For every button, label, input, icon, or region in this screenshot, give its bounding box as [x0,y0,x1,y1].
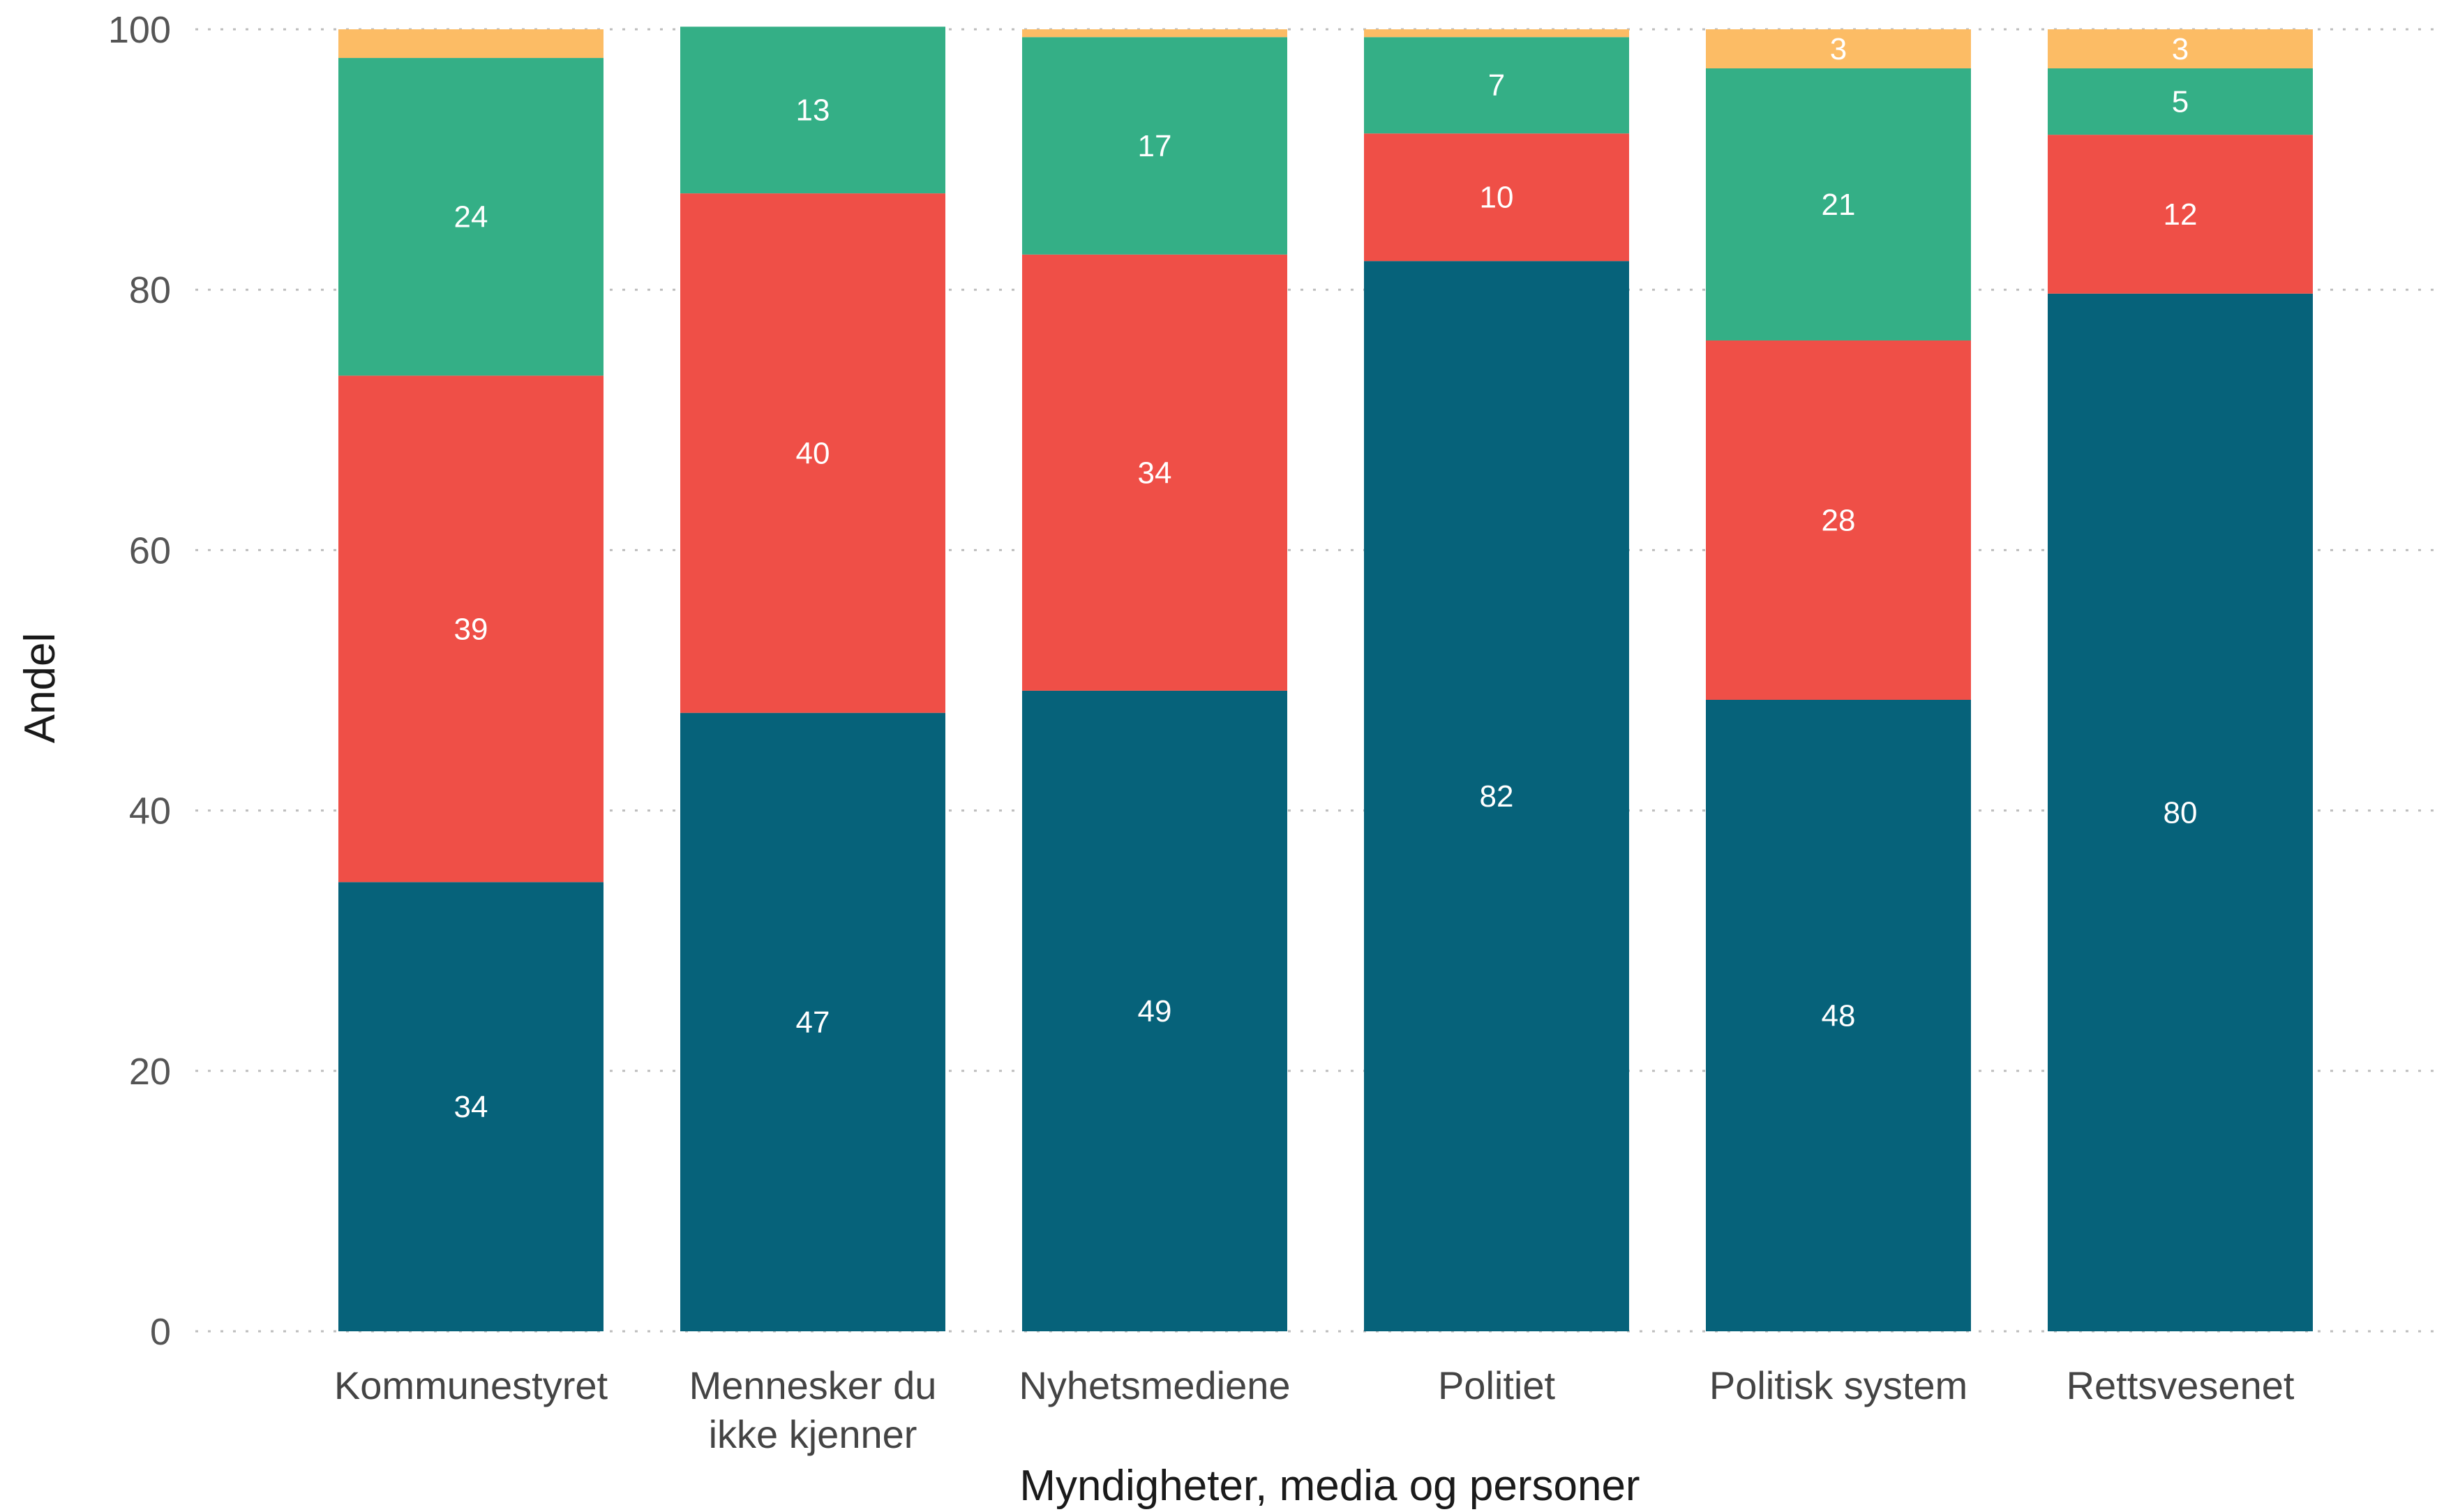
bar-segment [338,882,603,1331]
x-tick-label: Politisk system [1709,1363,1967,1407]
bar-segment [2048,68,2313,135]
y-tick-label: 0 [150,1311,171,1353]
bar-segment [680,193,945,713]
data-label: 80 [2164,795,2198,830]
data-label: 48 [1822,998,1856,1033]
data-label: 39 [454,612,488,646]
bar-segment [2048,29,2313,68]
data-label: 3 [1830,32,1847,66]
y-tick-label: 100 [108,9,171,51]
bar-segment [2048,135,2313,294]
y-tick-label: 80 [129,269,171,311]
data-label: 40 [796,436,830,470]
bar-segment [1706,340,1971,700]
bar-segment [1706,68,1971,340]
data-label: 12 [2164,197,2198,232]
bar-segment [680,712,945,1331]
x-axis-title: Myndigheter, media og personer [1019,1462,1640,1510]
data-label: 24 [454,200,488,234]
bar-segment [680,27,945,194]
bar-segment [1364,29,1629,38]
bar-segment [1364,37,1629,134]
y-tick-label: 20 [129,1051,171,1093]
bar-segment [1022,690,1287,1331]
y-axis-title: Andel [16,633,64,744]
bar-segment [338,375,603,883]
x-tick-label: Nyhetsmediene [1019,1363,1290,1407]
x-axis-ticks: Kommunestyret Mennesker du ikke kjenner Nyh… [334,1363,2295,1456]
bar-segment [1706,699,1971,1331]
y-tick-label: 60 [129,530,171,571]
bar-segment [1022,254,1287,691]
data-label: 49 [1138,994,1172,1028]
grid-lines [195,28,2435,1333]
data-label: 34 [1138,456,1172,490]
x-tick-label: Rettsvesenet [2067,1363,2295,1407]
data-label: 7 [1488,68,1505,103]
x-tick-label: Kommunestyret [334,1363,608,1407]
data-labels: 34 39 24 47 40 13 49 34 17 82 10 7 48 28 21 3 80 12 5 3 [454,32,2198,1124]
x-tick-label: Mennesker du ikke kjenner [689,1363,937,1456]
bar-segment [1022,37,1287,255]
bar-segment [1706,29,1971,68]
data-label: 47 [796,1005,830,1040]
data-label: 3 [2172,32,2189,66]
bar-segment [338,58,603,376]
data-label: 10 [1480,181,1514,215]
data-label: 34 [454,1090,488,1124]
y-tick-label: 40 [129,791,171,832]
bar-segment [2048,293,2313,1332]
bars [338,27,2313,1332]
bar-segment [1364,133,1629,262]
data-label: 17 [1138,129,1172,163]
data-label: 5 [2172,85,2189,119]
data-label: 21 [1822,188,1856,222]
bar-segment [1022,29,1287,38]
bar-segment [1364,261,1629,1332]
data-label: 13 [796,93,830,128]
data-label: 82 [1480,779,1514,814]
bar-segment [338,29,603,59]
x-tick-label: Politiet [1438,1363,1556,1407]
y-axis-ticks: 0 20 40 60 80 100 [108,9,171,1353]
data-label: 28 [1822,503,1856,537]
